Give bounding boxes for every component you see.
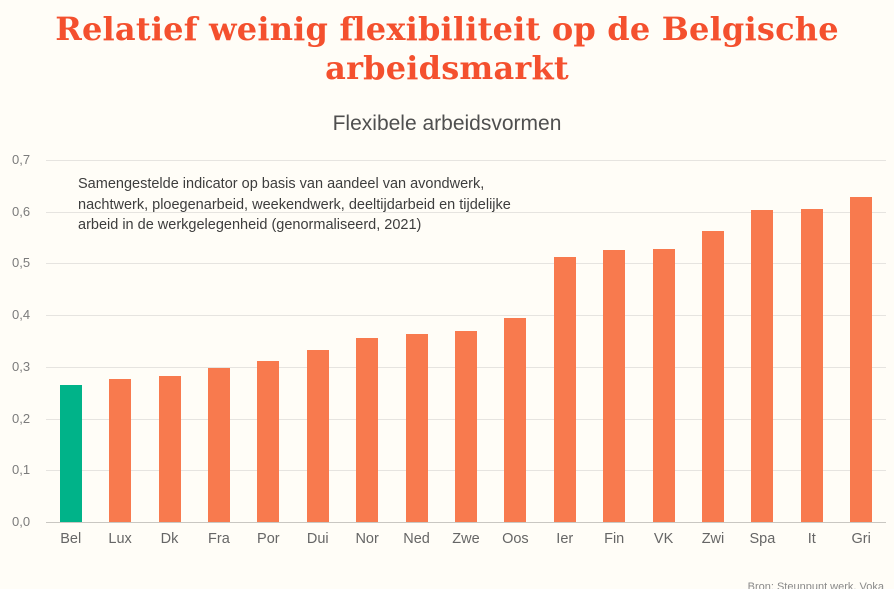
y-axis-tick-label: 0,7 [12,152,31,168]
bar-wrap [738,160,787,523]
bar-wrap [244,160,293,523]
bar-wrap [145,160,194,523]
bar-zwe [454,331,477,523]
x-axis-label: Dk [160,531,179,548]
bar-column: Bel [46,160,95,556]
bar-zwi [701,230,724,523]
gridline [46,522,886,524]
y-axis-tick-label: 0,0 [12,514,31,530]
infographic-page: Relatief weinig flexibiliteit op de Belg… [0,10,894,589]
bar-lux [109,378,132,523]
bar-wrap [688,160,737,523]
y-axis-tick-label: 0,5 [12,255,31,271]
bar-dui [306,349,329,523]
bar-chart: 0,0 0,1 0,2 0,3 0,4 0,5 0,6 0,7 Bel Lux Dk Fra Por D… [0,152,894,556]
bar-bel [59,384,82,523]
bar-vk [652,248,675,523]
x-axis-label: Zwi [701,531,725,548]
source-credit: Bron: Steunpunt werk, Voka [747,581,884,589]
x-axis-label: Spa [749,531,776,548]
chart-bars-area: Bel Lux Dk Fra Por Dui Nor Ned Zwe Oos Ier Fin VK Zwi… [46,160,886,556]
chart-title: Flexibele arbeidsvormen [332,112,562,136]
y-axis-tick-label: 0,3 [12,359,31,375]
x-axis-label: Fra [208,531,230,548]
bar-column: Fin [589,160,638,556]
bar-fra [207,367,230,523]
gridline [46,160,886,162]
bar-column: Spa [738,160,787,556]
bar-dk [158,375,181,523]
bar-column: Dk [145,160,194,556]
x-axis-label: Gri [851,531,871,548]
x-axis-label: Dui [306,531,329,548]
bar-wrap [787,160,836,523]
bar-gri [850,196,873,523]
bar-column: Gri [837,160,886,556]
bar-wrap [392,160,441,523]
bar-column: Fra [194,160,243,556]
bar-wrap [293,160,342,523]
x-axis-label: Por [257,531,280,548]
bar-column: It [787,160,836,556]
x-axis-label: VK [653,531,674,548]
bar-wrap [194,160,243,523]
bar-wrap [46,160,95,523]
bar-wrap [342,160,391,523]
bar-wrap [639,160,688,523]
bar-column: VK [639,160,688,556]
bar-column: Zwe [441,160,490,556]
bar-wrap [491,160,540,523]
bar-column: Oos [491,160,540,556]
gridline [46,211,886,213]
bar-fin [603,250,626,523]
x-axis-label: Lux [108,531,132,548]
bar-wrap [441,160,490,523]
x-axis-label: It [807,531,816,548]
x-axis-label: Oos [502,531,529,548]
gridline [46,263,886,265]
x-axis-label: Ier [556,531,574,548]
x-axis-label: Nor [355,531,379,548]
bar-column: Ier [540,160,589,556]
bar-oos [504,318,527,523]
bar-wrap [589,160,638,523]
x-axis-label: Fin [604,531,625,548]
y-axis-tick-label: 0,1 [12,462,31,478]
bar-column: Por [244,160,293,556]
x-axis-label: Bel [60,531,82,548]
bar-column: Nor [342,160,391,556]
bar-column: Ned [392,160,441,556]
bar-nor [356,337,379,523]
bar-por [257,360,280,523]
x-axis-label: Ned [403,531,430,548]
x-axis-label: Zwe [452,531,480,548]
bar-wrap [540,160,589,523]
bar-column: Lux [95,160,144,556]
page-title: Relatief weinig flexibiliteit op de Belg… [55,10,839,88]
bar-it [800,208,823,523]
y-axis-tick-label: 0,6 [12,203,31,219]
bar-wrap [95,160,144,523]
gridline [46,315,886,317]
y-axis-tick-label: 0,4 [12,307,31,323]
chart-annotation: Samengestelde indicator op basis van aan… [78,176,511,234]
bar-ier [553,257,576,523]
bar-ned [405,333,428,523]
bar-wrap [837,160,886,523]
bar-column: Dui [293,160,342,556]
y-axis-tick-label: 0,2 [12,410,31,426]
bar-spa [751,209,774,523]
bar-column: Zwi [688,160,737,556]
